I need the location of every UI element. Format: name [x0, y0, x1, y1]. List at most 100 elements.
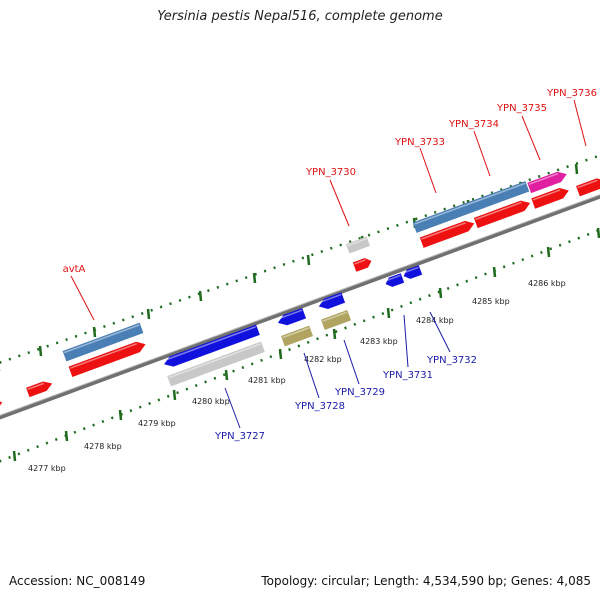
- tick-mark: [92, 326, 97, 338]
- gene-body: [167, 341, 265, 387]
- genome-backbone-highlight: [0, 194, 600, 416]
- tick-mark: [332, 328, 337, 340]
- gene-highlight: [403, 266, 419, 274]
- tick-mark: [546, 246, 551, 258]
- gene-highlight: [69, 342, 138, 369]
- gene-body: [531, 188, 569, 209]
- scale-tick-label: 4286 kbp: [528, 279, 566, 288]
- gene-feature: [403, 265, 423, 279]
- scale-tick-label: 4279 kbp: [138, 419, 176, 428]
- gene-body: [576, 178, 600, 197]
- gene-label: YPN_3736: [546, 88, 597, 99]
- gene-feature: [318, 292, 346, 309]
- scale-tick-label: 4277 kbp: [28, 464, 66, 473]
- gene-highlight: [282, 327, 310, 339]
- leader-line: [521, 115, 541, 161]
- gene-highlight: [27, 382, 45, 391]
- gene-highlight: [322, 311, 348, 322]
- gene-body: [345, 236, 371, 254]
- gene-body: [412, 181, 530, 233]
- gene-feature: [345, 236, 371, 254]
- gene-features: [0, 171, 600, 415]
- tick-mark: [386, 307, 391, 319]
- gene-body: [68, 341, 146, 377]
- gene-label: YPN_3732: [426, 355, 477, 366]
- gene-label: YPN_3735: [496, 103, 547, 114]
- scale-tick-label: 4281 kbp: [248, 376, 286, 385]
- gene-highlight: [385, 274, 401, 282]
- gene-feature: [527, 171, 567, 194]
- gene-feature: [412, 181, 530, 233]
- gene-body: [352, 258, 372, 272]
- gene-feature: [0, 400, 3, 415]
- gene-highlight: [532, 189, 561, 201]
- gene-feature: [473, 200, 531, 229]
- scale-tick-label: 4280 kbp: [192, 397, 230, 406]
- tick-mark: [224, 369, 229, 381]
- leader-line: [573, 99, 587, 147]
- tick-mark: [574, 163, 579, 175]
- gene-highlight: [318, 293, 342, 304]
- gene-highlight: [347, 238, 367, 247]
- gene-highlight: [63, 324, 140, 354]
- label-leader-lines: [70, 99, 587, 429]
- scale-tick-label: 4283 kbp: [360, 337, 398, 346]
- tick-mark: [252, 272, 257, 284]
- gene-body: [527, 171, 567, 194]
- gene-highlight: [577, 179, 598, 189]
- leader-line: [429, 311, 451, 353]
- gene-highlight: [414, 182, 526, 225]
- gene-feature: [277, 308, 307, 326]
- tick-mark: [596, 227, 600, 239]
- scale-tick-label: 4284 kbp: [416, 316, 454, 325]
- tick-mark: [12, 450, 17, 462]
- gene-highlight: [475, 201, 522, 221]
- gene-feature: [531, 188, 569, 209]
- tick-mark: [198, 290, 203, 302]
- gene-feature: [352, 258, 372, 272]
- gene-body: [62, 322, 144, 362]
- gene-highlight: [528, 172, 559, 185]
- gene-body: [164, 324, 260, 367]
- gene-body: [385, 273, 405, 287]
- gene-highlight: [277, 309, 303, 320]
- tick-mark: [278, 348, 283, 360]
- gene-feature: [385, 273, 405, 287]
- leader-line: [403, 314, 409, 368]
- gene-feature: [26, 381, 53, 398]
- gene-label: YPN_3731: [382, 370, 433, 381]
- gene-body: [473, 200, 531, 229]
- gene-label: YPN_3730: [305, 167, 356, 178]
- gene-feature: [68, 341, 146, 377]
- accession-text: Accession: NC_008149: [9, 574, 146, 588]
- scale-tick-label: 4285 kbp: [472, 297, 510, 306]
- gene-feature: [163, 324, 260, 367]
- tick-mark: [38, 345, 43, 357]
- gene-body: [403, 265, 423, 279]
- gene-feature: [62, 322, 144, 362]
- gene-body: [0, 400, 3, 415]
- gene-highlight: [354, 259, 366, 265]
- genome-summary-text: Topology: circular; Length: 4,534,590 bp…: [261, 574, 591, 588]
- tick-mark: [172, 389, 177, 401]
- tick-mark: [64, 430, 69, 442]
- tick-mark: [118, 409, 123, 421]
- leader-line: [70, 275, 95, 321]
- gene-label: YPN_3733: [394, 137, 445, 148]
- gene-label: YPN_3734: [448, 119, 499, 130]
- map-title: Yersinia pestis Nepal516, complete genom…: [157, 9, 443, 24]
- genome-backbone: [0, 194, 600, 420]
- gene-highlight: [163, 326, 257, 362]
- scale-tick-labels: 4277 kbp 4278 kbp 4279 kbp 4280 kbp 4281 kbp…: [28, 279, 566, 473]
- gene-feature: [576, 178, 600, 197]
- leader-line: [329, 179, 350, 227]
- gene-feature: [320, 310, 352, 330]
- leader-line: [419, 147, 437, 194]
- gene-body: [419, 220, 475, 248]
- leader-line: [224, 387, 241, 429]
- tick-mark: [146, 308, 151, 320]
- gene-highlight: [168, 343, 262, 379]
- gene-body: [318, 292, 346, 309]
